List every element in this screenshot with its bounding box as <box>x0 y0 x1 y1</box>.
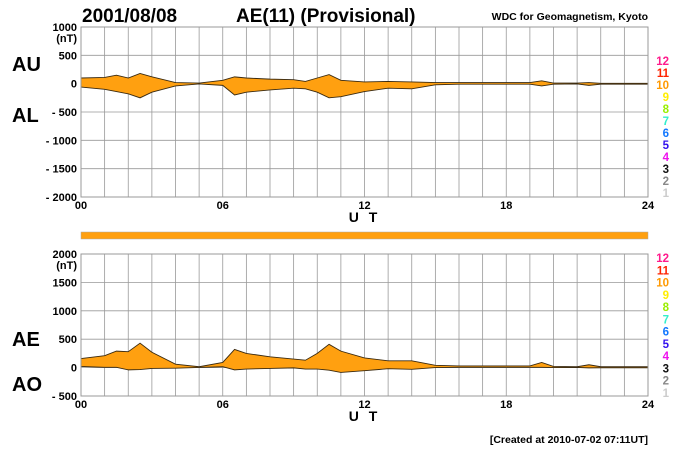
legend-number: 9 <box>663 92 669 104</box>
y-tick-label: 500 <box>59 50 77 62</box>
legend-number: 6 <box>663 327 669 339</box>
legend-number: 6 <box>663 128 669 140</box>
x-tick-label: 24 <box>642 399 655 411</box>
legend-number: 4 <box>663 351 670 363</box>
legend-number: 5 <box>663 140 670 152</box>
y-tick-label: 1000 <box>53 22 77 34</box>
x-tick-label: 18 <box>500 399 512 411</box>
series-line-ae <box>80 342 648 368</box>
x-tick-label: 18 <box>500 200 512 212</box>
legend-number: 9 <box>663 290 669 302</box>
series-label-al: AL <box>12 105 39 127</box>
y-tick-label: 1000 <box>53 306 77 318</box>
x-tick-label: 12 <box>358 399 370 411</box>
y-tick-label: 500 <box>59 334 77 346</box>
legend-number: 7 <box>663 314 669 326</box>
x-axis-label: U T <box>349 408 381 424</box>
y-tick-label: 0 <box>71 79 77 91</box>
date-label: 2001/08/08 <box>82 6 177 27</box>
ae-ao-plot: 2000 1500 1000 500 0 - 500 (nT) 00 06 12 18 24 U T <box>52 249 655 424</box>
legend-number: 12 <box>656 56 669 68</box>
y-axis-unit: (nT) <box>56 260 77 272</box>
series-label-ae: AE <box>12 329 40 351</box>
legend-number: 3 <box>663 363 669 375</box>
plot-frame <box>80 26 649 198</box>
series-label-ao: AO <box>12 374 42 396</box>
legend-number: 5 <box>663 339 670 351</box>
legend-number: 2 <box>663 176 669 188</box>
series-label-au: AU <box>12 54 41 76</box>
series-line-au <box>80 72 648 84</box>
legend-number: 11 <box>657 265 670 277</box>
au-al-plot: 1000 500 0 - 500 - 1000 - 1500 - 2000 (nT) 00 06 1… <box>46 22 655 225</box>
y-tick-label: - 2000 <box>46 192 77 204</box>
legend-number: 2 <box>663 376 669 388</box>
legend-number: 11 <box>657 68 670 80</box>
y-axis-unit: (nT) <box>56 33 77 45</box>
series-line-al <box>80 83 648 99</box>
x-tick-label: 00 <box>75 200 87 212</box>
legend-number: 8 <box>663 302 670 314</box>
chart-title: AE(11) (Provisional) <box>236 6 416 27</box>
y-tick-label: 2000 <box>53 249 77 261</box>
legend-number: 1 <box>663 188 670 200</box>
x-tick-label: 06 <box>217 399 229 411</box>
created-footer: [Created at 2010-07-02 07:11UT] <box>490 434 648 446</box>
x-tick-label: 24 <box>642 200 655 212</box>
legend-number: 10 <box>656 80 669 92</box>
x-tick-label: 00 <box>75 399 87 411</box>
y-tick-label: 0 <box>71 363 77 375</box>
x-tick-label: 12 <box>358 200 370 212</box>
legend-number: 4 <box>663 152 670 164</box>
source-label: WDC for Geomagnetism, Kyoto <box>492 11 648 23</box>
legend-number: 3 <box>663 164 669 176</box>
y-tick-label: - 500 <box>52 107 77 119</box>
y-tick-label: 1500 <box>53 277 77 289</box>
legend-number: 10 <box>656 278 669 290</box>
legend-number: 7 <box>663 116 669 128</box>
plot-frame <box>80 253 649 397</box>
legend-number: 1 <box>663 388 670 400</box>
area-fill-between-series <box>81 343 648 373</box>
y-tick-label: - 1000 <box>46 135 77 147</box>
series-line-ao <box>80 366 648 373</box>
legend-number: 12 <box>656 253 669 265</box>
area-fill-between-series <box>81 73 648 98</box>
status-bar <box>80 231 649 240</box>
y-tick-label: - 500 <box>52 391 77 403</box>
legend-number: 8 <box>663 104 670 116</box>
x-tick-label: 06 <box>217 200 229 212</box>
y-tick-label: - 1500 <box>46 164 77 176</box>
x-axis-label: U T <box>349 209 381 225</box>
